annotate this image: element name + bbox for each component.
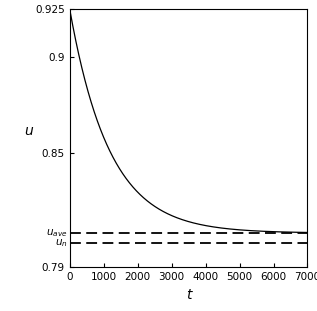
Text: $u_n$: $u_n$: [55, 237, 67, 248]
X-axis label: t: t: [186, 288, 191, 302]
Text: $u_{ave}$: $u_{ave}$: [46, 227, 67, 239]
Y-axis label: u: u: [24, 124, 33, 138]
